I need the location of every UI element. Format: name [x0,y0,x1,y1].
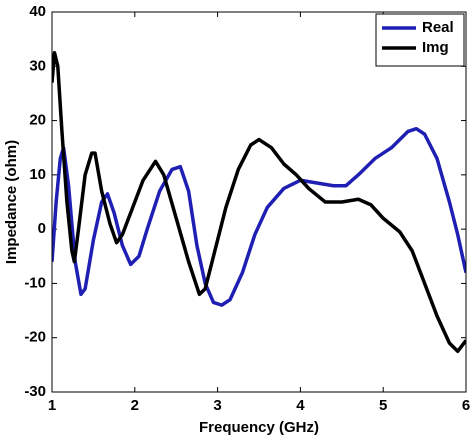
x-tick-label: 1 [48,397,56,414]
legend-box [375,13,465,67]
x-tick-label: 4 [296,397,305,414]
y-tick-label: -10 [24,274,46,291]
y-tick-label: 10 [29,166,46,183]
x-tick-label: 6 [462,397,470,414]
x-axis-label: Frequency (GHz) [199,419,319,436]
y-tick-label: -30 [24,383,46,400]
y-tick-label: 30 [29,57,46,74]
legend-label: Real [422,19,454,36]
y-tick-label: -20 [24,329,46,346]
x-tick-label: 2 [131,397,139,414]
y-tick-label: 0 [38,220,46,237]
x-tick-label: 5 [379,397,387,414]
x-tick-label: 3 [213,397,221,414]
y-tick-label: 20 [29,112,46,129]
series-line [52,50,466,354]
y-axis-label: Impedance (ohm) [3,140,20,264]
plot-frame [51,11,467,393]
series-line [52,126,466,307]
y-tick-label: 40 [29,3,46,20]
legend-label: Img [422,39,449,56]
